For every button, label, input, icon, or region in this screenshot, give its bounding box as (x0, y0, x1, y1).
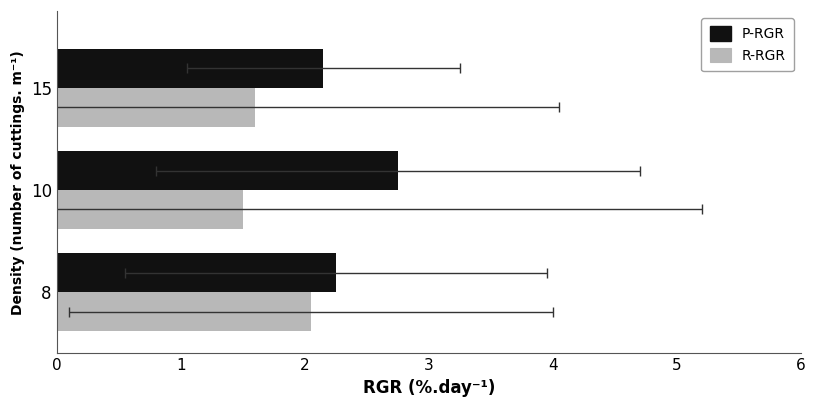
Bar (56, 190, 243, 229)
Bar (56, 253, 336, 292)
Bar (56, 151, 398, 190)
Bar (56, 88, 255, 126)
Legend: P-RGR, R-RGR: P-RGR, R-RGR (702, 18, 794, 71)
Bar (56, 49, 324, 88)
Y-axis label: Density (number of cuttings. m⁻¹): Density (number of cuttings. m⁻¹) (11, 50, 25, 315)
X-axis label: RGR (%.day⁻¹): RGR (%.day⁻¹) (363, 379, 495, 397)
Bar (56, 292, 311, 331)
